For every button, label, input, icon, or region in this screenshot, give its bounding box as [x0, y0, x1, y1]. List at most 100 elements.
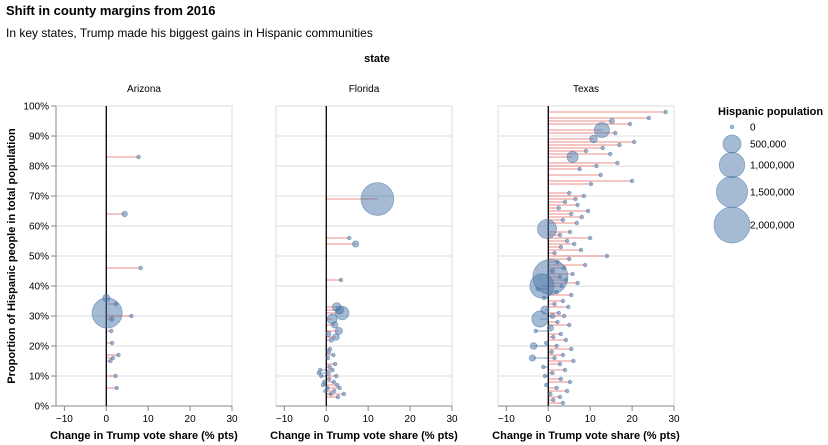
- county-point: [566, 151, 579, 163]
- x-tick-label: 0: [546, 414, 552, 425]
- county-point: [551, 397, 556, 403]
- y-tick-label: 40%: [29, 282, 49, 293]
- y-axis-title: Proportion of Hispanic people in total p…: [6, 128, 18, 384]
- county-point: [533, 328, 538, 334]
- y-tick-label: 70%: [29, 192, 49, 203]
- county-point: [554, 289, 559, 295]
- x-tick-label: 20: [627, 414, 639, 425]
- county-point: [617, 142, 622, 148]
- county-point: [552, 355, 557, 361]
- facet-header: state: [364, 53, 390, 65]
- county-point: [109, 340, 115, 346]
- county-point: [560, 400, 566, 406]
- county-point: [529, 273, 555, 299]
- county-point: [528, 354, 536, 362]
- y-tick-label: 90%: [29, 132, 49, 143]
- county-point: [102, 293, 111, 302]
- county-point: [559, 283, 564, 289]
- county-point: [575, 280, 580, 286]
- county-point: [600, 145, 605, 151]
- county-point: [535, 286, 541, 292]
- county-point: [563, 277, 569, 283]
- county-point: [562, 199, 568, 205]
- county-point: [334, 326, 343, 335]
- county-point: [347, 235, 352, 241]
- county-point: [569, 346, 574, 352]
- county-point: [567, 256, 572, 262]
- county-point: [542, 373, 548, 379]
- county-point: [551, 334, 556, 340]
- county-point: [572, 241, 577, 247]
- county-point: [320, 382, 326, 388]
- county-point: [558, 376, 564, 382]
- county-point: [328, 337, 334, 343]
- legend-label: 500,000: [750, 140, 787, 151]
- county-point: [338, 277, 344, 283]
- county-point: [552, 301, 557, 307]
- legend-symbol: [722, 134, 742, 154]
- county-point: [627, 121, 633, 127]
- county-point: [537, 219, 557, 239]
- chart-subtitle: In key states, Trump made his biggest ga…: [6, 26, 373, 40]
- county-point: [113, 301, 119, 307]
- legend-symbol: [716, 176, 748, 208]
- county-point: [325, 331, 332, 337]
- county-point: [540, 305, 550, 315]
- county-point: [335, 305, 345, 315]
- county-point: [319, 373, 324, 379]
- county-point: [558, 331, 564, 337]
- county-point: [327, 376, 332, 382]
- y-tick-label: 50%: [29, 252, 49, 263]
- county-point: [332, 361, 338, 367]
- x-tick-label: 10: [585, 414, 597, 425]
- county-point: [531, 310, 549, 328]
- plot-area: Arizona −10 0 10 20 30 Change in Trump vote sh…: [23, 84, 680, 442]
- x-axis-title: Change in Trump vote share (% pts): [492, 430, 680, 442]
- county-point: [582, 262, 588, 268]
- county-point: [549, 268, 556, 274]
- county-point: [331, 321, 339, 329]
- county-point: [109, 328, 114, 334]
- county-point: [554, 385, 559, 391]
- x-tick-label: 20: [405, 414, 417, 425]
- county-point: [121, 210, 128, 218]
- x-tick-label: 30: [226, 414, 238, 425]
- county-point: [114, 385, 119, 391]
- facet-panel-florida: Florida −10 0 10 20 30 Change in Trump vote sh…: [270, 84, 458, 442]
- county-point: [613, 130, 618, 136]
- county-point: [629, 178, 635, 184]
- county-point: [567, 379, 573, 385]
- y-tick-label: 10%: [29, 372, 49, 383]
- county-point: [334, 373, 339, 379]
- facet-label: Florida: [349, 84, 380, 95]
- y-tick-label: 0%: [35, 402, 50, 413]
- county-point: [567, 322, 572, 328]
- county-point: [557, 361, 563, 367]
- size-legend: Hispanic population 0 500,000 1,000,000 1,5…: [713, 106, 823, 244]
- county-point: [588, 181, 594, 187]
- legend-symbol: [713, 206, 751, 244]
- county-point: [567, 229, 573, 235]
- county-point: [555, 319, 560, 325]
- county-point: [646, 115, 652, 121]
- county-point: [337, 385, 342, 391]
- county-point: [593, 122, 610, 138]
- x-tick-label: −10: [498, 414, 515, 425]
- county-point: [116, 352, 121, 358]
- county-point: [563, 337, 569, 343]
- legend-title: Hispanic population: [718, 106, 823, 118]
- county-point: [129, 313, 134, 319]
- county-point: [543, 382, 549, 388]
- county-point: [316, 370, 321, 376]
- county-point: [566, 304, 571, 310]
- county-point: [325, 355, 331, 361]
- county-point: [615, 160, 620, 166]
- county-point: [554, 343, 559, 349]
- county-point: [552, 250, 557, 256]
- county-point: [327, 346, 333, 352]
- x-tick-label: 20: [185, 414, 197, 425]
- county-point: [136, 154, 141, 160]
- county-point: [555, 259, 560, 265]
- county-point: [560, 298, 566, 304]
